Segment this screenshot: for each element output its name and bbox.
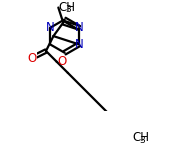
Text: N: N — [75, 21, 84, 34]
Text: O: O — [27, 52, 37, 65]
Text: O: O — [58, 55, 67, 68]
Text: N: N — [75, 38, 84, 51]
Text: 3: 3 — [139, 136, 145, 145]
Text: CH: CH — [59, 0, 76, 14]
Text: 3: 3 — [66, 5, 71, 14]
Text: CH: CH — [132, 131, 149, 144]
Text: N: N — [46, 21, 55, 34]
